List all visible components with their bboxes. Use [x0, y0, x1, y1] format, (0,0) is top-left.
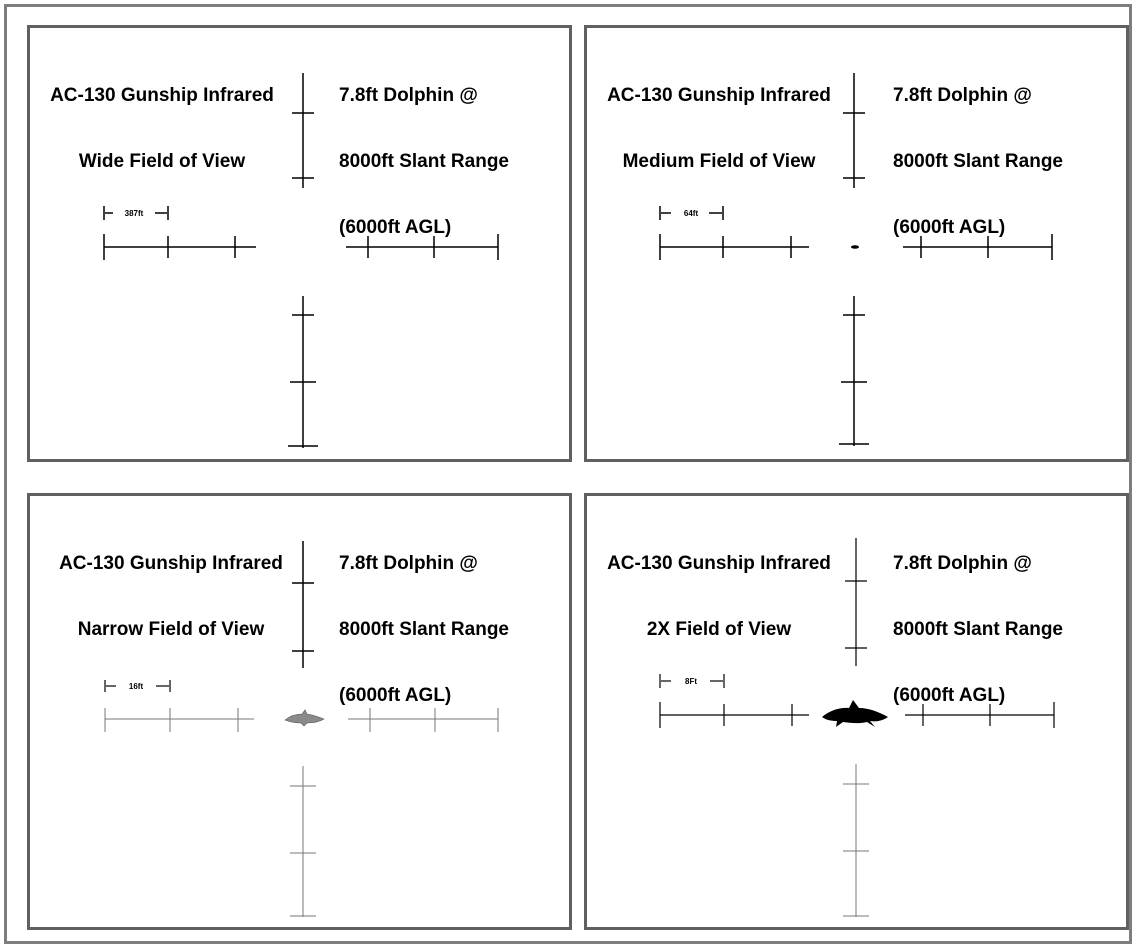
panel-subject: 7.8ft Dolphin @ 8000ft Slant Range (6000… [339, 41, 509, 283]
scale-label: 8Ft [685, 677, 697, 686]
panel-title-line2: Narrow Field of View [77, 619, 265, 640]
panel-title-line2: Wide Field of View [78, 151, 246, 172]
panel-subject: 7.8ft Dolphin @ 8000ft Slant Range (6000… [893, 41, 1063, 283]
panel-title-line1: AC-130 Gunship Infrared [607, 85, 831, 106]
panel-subject-line3: (6000ft AGL) [893, 217, 1006, 238]
dolphin-icon [851, 245, 859, 249]
panel-subject-line3: (6000ft AGL) [339, 217, 452, 238]
panel-subject-line1: 7.8ft Dolphin @ [893, 553, 1032, 574]
panel-subject-line3: (6000ft AGL) [339, 685, 452, 706]
figure-frame [4, 4, 1132, 944]
panel-subject-line1: 7.8ft Dolphin @ [893, 85, 1032, 106]
reticle: 16ft [104, 541, 499, 917]
dolphin-icon [822, 700, 888, 727]
reticle: 387ft [103, 73, 499, 448]
panel-subject-line1: 7.8ft Dolphin @ [339, 553, 478, 574]
panel-narrow-fov: AC-130 Gunship Infrared Narrow Field of … [27, 493, 572, 930]
panel-title-line1: AC-130 Gunship Infrared [50, 85, 274, 106]
panel-subject-line2: 8000ft Slant Range [339, 151, 509, 172]
panel-subject-line2: 8000ft Slant Range [339, 619, 509, 640]
panel-title: AC-130 Gunship Infrared Medium Field of … [593, 41, 845, 217]
panel-subject-line2: 8000ft Slant Range [893, 151, 1063, 172]
panel-subject-line1: 7.8ft Dolphin @ [339, 85, 478, 106]
scale-label: 387ft [125, 209, 144, 218]
panel-subject: 7.8ft Dolphin @ 8000ft Slant Range (6000… [893, 509, 1063, 751]
panel-medium-fov: AC-130 Gunship Infrared Medium Field of … [584, 25, 1129, 462]
panel-title-line2: 2X Field of View [646, 619, 792, 640]
panel-2x-fov: AC-130 Gunship Infrared 2X Field of View… [584, 493, 1129, 930]
panel-title-line1: AC-130 Gunship Infrared [607, 553, 831, 574]
dolphin-icon [284, 709, 325, 727]
panel-subject-line3: (6000ft AGL) [893, 685, 1006, 706]
scale-label: 16ft [129, 682, 144, 691]
panel-title-line1: AC-130 Gunship Infrared [59, 553, 283, 574]
panel-title: AC-130 Gunship Infrared Wide Field of Vi… [38, 41, 286, 217]
panel-title-line2: Medium Field of View [622, 151, 816, 172]
reticle: 8Ft [659, 538, 1055, 917]
panel-title: AC-130 Gunship Infrared 2X Field of View [593, 509, 845, 685]
panel-subject-line2: 8000ft Slant Range [893, 619, 1063, 640]
panel-subject: 7.8ft Dolphin @ 8000ft Slant Range (6000… [339, 509, 509, 751]
panel-wide-fov: AC-130 Gunship Infrared Wide Field of Vi… [27, 25, 572, 462]
panel-title: AC-130 Gunship Infrared Narrow Field of … [38, 509, 304, 685]
reticle: 64ft [659, 73, 1053, 446]
scale-label: 64ft [684, 209, 699, 218]
